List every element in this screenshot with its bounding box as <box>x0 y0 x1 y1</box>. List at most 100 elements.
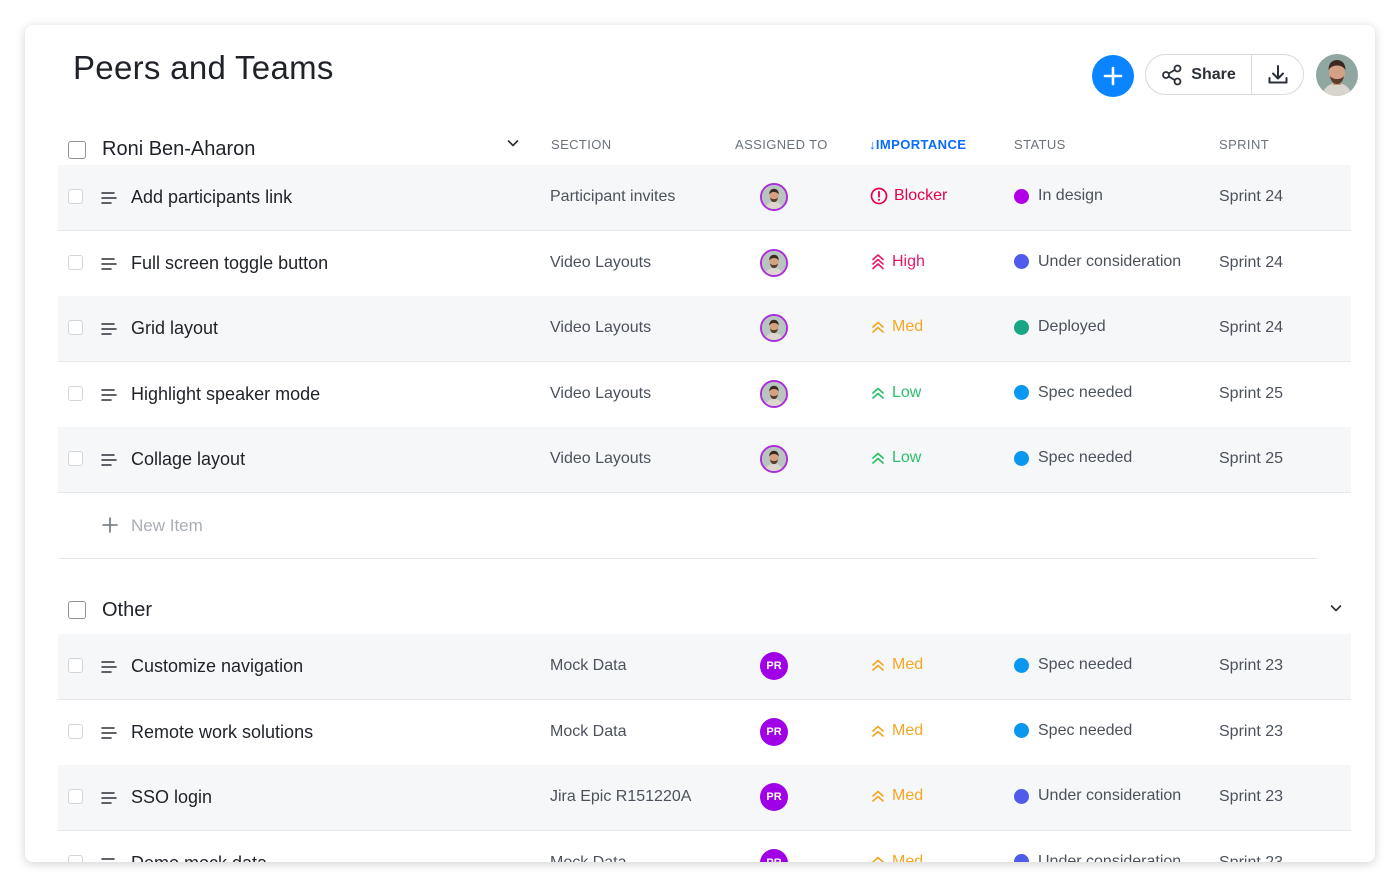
importance-label: Med <box>892 721 924 739</box>
col-sprint[interactable]: SPRINT <box>1219 137 1270 152</box>
item-name[interactable]: Full screen toggle button <box>131 252 329 273</box>
sort-arrow-icon: ↓ <box>869 137 876 152</box>
row-checkbox[interactable] <box>68 789 83 804</box>
status-cell[interactable]: Deployed <box>1014 318 1106 336</box>
sprint-cell: Sprint 24 <box>1219 253 1284 271</box>
row-checkbox[interactable] <box>68 723 83 739</box>
row-checkbox[interactable] <box>68 451 83 466</box>
col-status[interactable]: STATUS <box>1014 137 1066 152</box>
user-avatar[interactable] <box>1316 54 1358 96</box>
status-cell[interactable]: In design <box>1014 187 1103 205</box>
drag-handle-icon[interactable] <box>101 791 117 810</box>
table-row[interactable]: Demo mock data Mock Data PR Med Under consid… <box>58 831 1351 863</box>
new-item-row[interactable]: New Item <box>58 493 1318 559</box>
assignee-avatar[interactable] <box>760 183 788 211</box>
item-name[interactable]: Grid layout <box>131 318 219 338</box>
sprint-cell: Sprint 25 <box>1219 384 1284 402</box>
table-row[interactable]: SSO login Jira Epic R151220A PR Med Under co… <box>58 765 1351 831</box>
item-name[interactable]: Demo mock data <box>131 853 267 863</box>
drag-handle-icon[interactable] <box>101 660 117 679</box>
importance-cell[interactable]: Med <box>870 722 923 740</box>
status-cell[interactable]: Spec needed <box>1014 722 1132 740</box>
assignee-avatar[interactable] <box>760 445 788 473</box>
importance-cell[interactable]: Med <box>870 656 923 674</box>
col-section[interactable]: SECTION <box>551 137 612 152</box>
table-row[interactable]: Highlight speaker mode Video Layouts Low Sp… <box>58 362 1351 428</box>
row-checkbox[interactable] <box>68 189 83 204</box>
group-checkbox[interactable] <box>68 601 86 619</box>
status-dot-icon <box>1014 723 1029 738</box>
status-cell[interactable]: Spec needed <box>1014 384 1132 402</box>
drag-handle-icon[interactable] <box>101 726 117 745</box>
assignee-avatar[interactable] <box>760 379 788 408</box>
drag-handle-icon[interactable] <box>101 388 117 407</box>
row-checkbox[interactable] <box>68 320 83 335</box>
status-cell[interactable]: Under consideration <box>1014 852 1182 863</box>
status-label: Under consideration <box>1038 787 1182 804</box>
importance-label: Blocker <box>894 187 948 204</box>
status-cell[interactable]: Spec needed <box>1014 656 1132 674</box>
table-row[interactable]: Remote work solutions Mock Data PR Med Spec … <box>58 700 1351 766</box>
avatar-initials: PR <box>760 783 788 811</box>
section-cell: Video Layouts <box>550 384 652 402</box>
col-assigned-to[interactable]: ASSIGNED TO <box>735 137 828 152</box>
share-download-group: Share <box>1145 54 1304 95</box>
row-checkbox[interactable] <box>68 658 83 673</box>
importance-cell[interactable]: Med <box>870 318 923 336</box>
avatar-initials: PR <box>760 717 788 746</box>
plus-icon <box>101 516 119 539</box>
table-row[interactable]: Collage layout Video Layouts Low Spec neede… <box>58 427 1351 493</box>
item-name[interactable]: Customize navigation <box>131 656 304 676</box>
item-name[interactable]: SSO login <box>131 787 213 807</box>
row-checkbox[interactable] <box>68 854 83 862</box>
item-name[interactable]: Highlight speaker mode <box>131 383 321 404</box>
group-checkbox[interactable] <box>68 141 86 159</box>
assignee-avatar[interactable]: PR <box>760 783 788 811</box>
drag-handle-icon[interactable] <box>101 191 117 210</box>
importance-cell[interactable]: Low <box>870 449 921 467</box>
status-cell[interactable]: Under consideration <box>1014 787 1181 805</box>
row-checkbox[interactable] <box>68 254 83 270</box>
item-name[interactable]: Collage layout <box>131 449 246 469</box>
status-label: Under consideration <box>1038 852 1182 863</box>
importance-cell[interactable]: Med <box>870 853 923 862</box>
importance-label: Low <box>892 383 922 401</box>
row-checkbox[interactable] <box>68 385 83 401</box>
share-button[interactable]: Share <box>1146 55 1252 94</box>
assignee-avatar[interactable] <box>760 314 788 342</box>
download-button[interactable] <box>1252 55 1303 94</box>
table-row[interactable]: Add participants link Participant invites… <box>58 165 1351 231</box>
table-row[interactable]: Customize navigation Mock Data PR Med Spec n… <box>58 634 1351 700</box>
section-cell: Mock Data <box>550 722 627 740</box>
item-name[interactable]: Add participants link <box>131 187 293 207</box>
drag-handle-icon[interactable] <box>101 453 117 472</box>
status-dot-icon <box>1014 450 1029 466</box>
add-item-button[interactable] <box>1092 55 1134 97</box>
status-cell[interactable]: Spec needed <box>1014 449 1132 467</box>
drag-handle-icon[interactable] <box>101 322 117 341</box>
importance-cell[interactable]: Med <box>870 787 923 805</box>
chevron-down-icon[interactable] <box>505 135 521 156</box>
importance-cell[interactable]: Low <box>870 384 921 402</box>
assignee-avatar[interactable]: PR <box>760 848 788 862</box>
status-dot-icon <box>1014 788 1029 804</box>
status-dot-icon <box>1014 854 1029 862</box>
assignee-avatar[interactable] <box>760 248 788 277</box>
sprint-cell: Sprint 25 <box>1219 450 1284 467</box>
status-dot-icon <box>1014 188 1029 204</box>
status-label: Spec needed <box>1038 721 1133 739</box>
assignee-avatar[interactable]: PR <box>760 652 788 680</box>
importance-cell[interactable]: High <box>870 253 925 271</box>
col-importance[interactable]: ↓IMPORTANCE <box>869 137 967 152</box>
status-cell[interactable]: Under consideration <box>1014 253 1181 271</box>
drag-handle-icon[interactable] <box>101 857 117 863</box>
triple-chevron-up-icon <box>870 253 886 271</box>
item-name[interactable]: Remote work solutions <box>131 721 314 742</box>
assignee-avatar[interactable]: PR <box>760 717 788 746</box>
importance-cell[interactable]: Blocker <box>870 187 947 205</box>
drag-handle-icon[interactable] <box>101 257 117 276</box>
chevron-down-icon[interactable] <box>1328 600 1344 621</box>
status-dot-icon <box>1014 319 1029 335</box>
table-row[interactable]: Full screen toggle button Video Layouts Hi… <box>58 231 1351 297</box>
table-row[interactable]: Grid layout Video Layouts Med Deployed Sprin… <box>58 296 1351 362</box>
